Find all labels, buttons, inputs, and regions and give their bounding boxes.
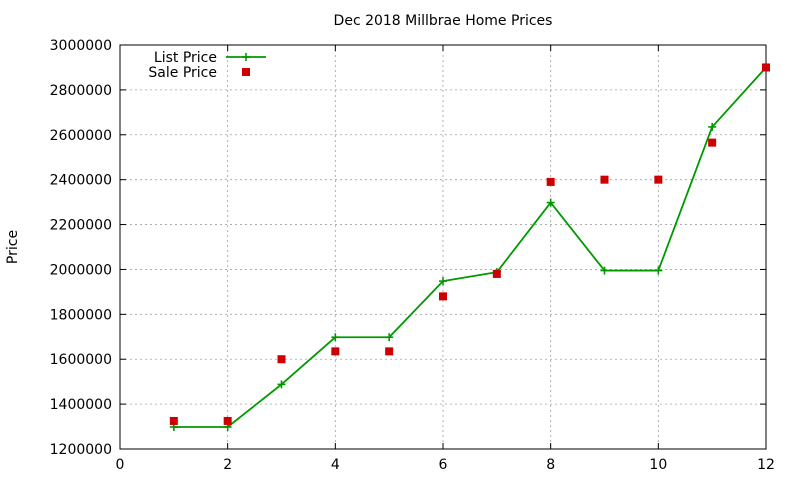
series-2 (169, 63, 770, 425)
sale-price-point (708, 138, 717, 147)
list-price-point (654, 266, 663, 275)
list-price-point (600, 266, 609, 275)
sale-price-point (331, 347, 340, 356)
sale-price-point (654, 175, 663, 184)
x-tick-label: 10 (649, 457, 667, 473)
y-tick-label: 3000000 (50, 38, 112, 54)
legend-plus-marker (242, 53, 250, 61)
x-tick-label: 8 (546, 457, 555, 473)
series-1 (169, 63, 770, 432)
y-tick-label: 2200000 (50, 218, 112, 234)
x-tick-label: 2 (223, 457, 232, 473)
series (169, 63, 770, 432)
y-tick-label: 2600000 (50, 128, 112, 144)
list-price-point (708, 122, 717, 131)
list-price-point (439, 277, 447, 286)
y-tick-label: 1400000 (50, 397, 112, 413)
sale-price-point (600, 175, 609, 184)
y-tick-label: 1200000 (50, 442, 112, 458)
sale-price-point (385, 347, 394, 356)
list-price-point (546, 198, 555, 207)
list-price-point (277, 380, 286, 389)
y-axis-label: Price (5, 230, 21, 264)
sale-price-point (277, 355, 286, 364)
list-price-point (385, 333, 394, 342)
sale-price-point (439, 292, 447, 301)
x-tick-label: 4 (331, 457, 340, 473)
sale-price-point (546, 177, 555, 186)
sale-price-point (762, 63, 770, 72)
legend-label: Sale Price (148, 65, 217, 81)
list-price-point (331, 333, 340, 342)
sale-price-point (492, 269, 501, 278)
y-tick-label: 1600000 (50, 352, 112, 368)
y-tick-label: 1800000 (50, 307, 112, 323)
legend-label: List Price (154, 50, 217, 66)
x-tick-label: 12 (757, 457, 775, 473)
y-tick-label: 2800000 (50, 83, 112, 99)
chart-title: Dec 2018 Millbrae Home Prices (334, 13, 553, 29)
list-price-line (173, 66, 767, 428)
x-tick-label: 0 (116, 457, 125, 473)
legend-square-swatch (242, 68, 250, 76)
legend-entry-2: Sale Price (148, 65, 250, 81)
y-tick-label: 2000000 (50, 262, 112, 278)
sale-price-point (223, 416, 232, 425)
grid (120, 45, 766, 449)
axis-ticks: 0 2 4 6 8 10 12 1200000 1400000 1600000 1800000 200… (50, 38, 775, 473)
y-tick-label: 2400000 (50, 173, 112, 189)
legend-entry-1: List Price (154, 50, 266, 66)
sale-price-point (169, 416, 178, 425)
x-tick-label: 6 (439, 457, 448, 473)
